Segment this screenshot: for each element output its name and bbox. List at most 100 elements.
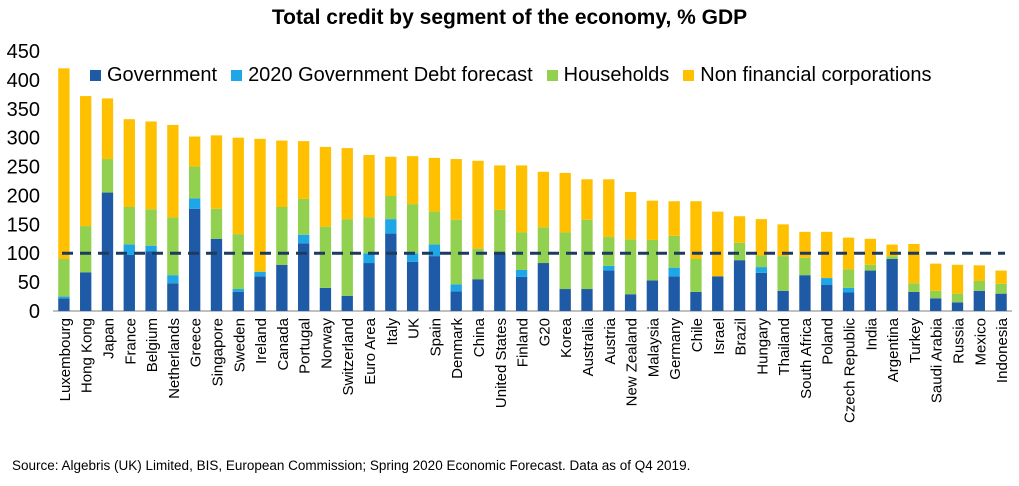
legend-label-nfc: Non financial corporations xyxy=(700,64,932,86)
x-tick-label: Russia xyxy=(951,317,968,364)
bar-forecast xyxy=(450,284,462,292)
bar-forecast xyxy=(145,245,157,252)
bar-government xyxy=(210,238,223,311)
bar-households xyxy=(276,207,288,265)
bar-households xyxy=(951,293,964,303)
bar-government xyxy=(472,279,484,311)
bar-government xyxy=(537,263,550,311)
source-note: Source: Algebris (UK) Limited, BIS, Euro… xyxy=(12,458,691,473)
x-tick-label: Greece xyxy=(188,318,205,367)
bar-nfc xyxy=(167,124,179,218)
bar-forecast xyxy=(755,267,768,273)
bar-forecast xyxy=(821,278,833,285)
bar-government xyxy=(646,280,659,311)
bar-government xyxy=(167,283,179,311)
bar-nfc xyxy=(189,136,201,167)
bar-nfc xyxy=(559,172,571,233)
x-tick-label: UK xyxy=(406,318,423,339)
x-tick-label: Argentina xyxy=(885,317,902,382)
x-tick-label: Switzerland xyxy=(340,318,357,396)
bar-government xyxy=(254,276,266,311)
bar-households xyxy=(908,283,920,292)
bar-nfc xyxy=(319,146,332,227)
x-tick-label: Hong Kong xyxy=(79,318,96,393)
bar-households xyxy=(886,256,898,259)
x-tick-label: France xyxy=(122,318,139,365)
bar-forecast xyxy=(603,265,615,271)
bar-nfc xyxy=(951,264,964,294)
bar-nfc xyxy=(777,224,789,257)
bar-households xyxy=(232,234,244,290)
bar-forecast xyxy=(254,271,266,277)
x-tick-label: Turkey xyxy=(907,318,924,364)
bar-nfc xyxy=(254,138,266,272)
legend-item-forecast: 2020 Government Debt forecast xyxy=(231,64,533,87)
bar-nfc xyxy=(821,231,833,279)
legend-item-households: Households xyxy=(546,64,669,87)
bar-government xyxy=(668,276,680,311)
x-tick-label: Canada xyxy=(275,317,292,370)
bar-households xyxy=(646,239,659,281)
bar-forecast xyxy=(385,219,397,234)
bar-government xyxy=(842,292,855,311)
bar-government xyxy=(58,298,70,311)
bar-households xyxy=(799,257,811,276)
bar-nfc xyxy=(908,243,920,284)
bar-households xyxy=(58,259,70,297)
legend-label-government: Government xyxy=(107,64,218,86)
bar-government xyxy=(232,291,244,311)
x-tick-label: United States xyxy=(493,318,510,408)
bar-government xyxy=(951,302,964,311)
bar-nfc xyxy=(930,263,942,291)
bar-households xyxy=(363,217,375,254)
bar-forecast xyxy=(297,234,310,244)
x-tick-label: Japan xyxy=(100,318,117,359)
bar-government xyxy=(515,276,528,311)
x-tick-label: India xyxy=(863,317,880,350)
bar-forecast xyxy=(668,267,680,277)
bar-forecast xyxy=(232,289,244,292)
bar-households xyxy=(341,219,353,296)
x-tick-label: Indonesia xyxy=(994,317,1011,383)
bar-nfc xyxy=(995,270,1007,284)
y-tick-label: 350 xyxy=(7,99,40,121)
bar-nfc xyxy=(515,165,528,233)
y-tick-label: 450 xyxy=(7,41,40,63)
bar-households xyxy=(842,269,855,288)
x-tick-label: Thailand xyxy=(776,318,793,376)
x-tick-label: Malaysia xyxy=(645,317,662,377)
bar-nfc xyxy=(494,165,506,210)
x-tick-label: Germany xyxy=(667,318,684,380)
x-tick-label: Brazil xyxy=(733,318,750,356)
bar-households xyxy=(145,209,157,246)
legend-swatch-nfc xyxy=(683,70,695,81)
legend-item-nfc: Non financial corporations xyxy=(683,64,932,87)
bar-nfc xyxy=(624,191,637,240)
bar-government xyxy=(145,251,157,311)
bar-nfc xyxy=(428,157,441,212)
x-tick-label: Czech Republic xyxy=(842,318,859,424)
bar-government xyxy=(276,264,288,311)
bar-households xyxy=(864,264,876,271)
x-tick-label: Austria xyxy=(602,317,619,364)
bar-forecast xyxy=(515,269,528,277)
bar-nfc xyxy=(210,135,223,209)
bar-government xyxy=(494,253,506,311)
bar-nfc xyxy=(341,148,353,220)
y-tick-label: 400 xyxy=(7,70,40,92)
bar-government xyxy=(973,290,985,311)
bar-government xyxy=(341,295,353,311)
x-tick-label: Ireland xyxy=(253,318,270,364)
x-tick-label: Italy xyxy=(384,318,401,346)
x-tick-label: Chile xyxy=(689,318,706,352)
legend-swatch-forecast xyxy=(231,70,243,81)
x-tick-label: Denmark xyxy=(449,318,466,379)
x-tick-label: Belgium xyxy=(144,318,161,372)
bar-households xyxy=(755,255,768,268)
bar-households xyxy=(472,248,484,280)
bar-households xyxy=(995,283,1007,294)
bar-households xyxy=(777,256,789,291)
bar-nfc xyxy=(799,231,811,258)
x-tick-label: Norway xyxy=(318,318,335,369)
